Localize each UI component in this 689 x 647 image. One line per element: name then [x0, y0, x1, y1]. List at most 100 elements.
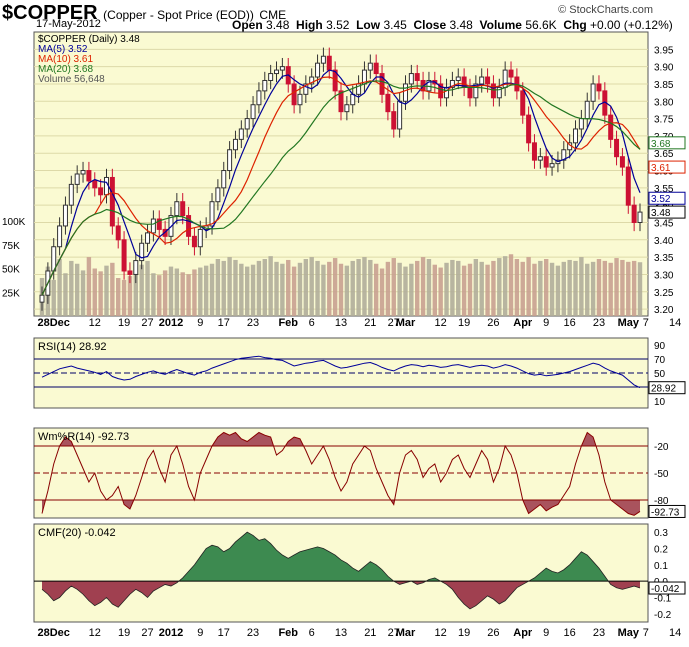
candle-body [496, 86, 502, 99]
wr-title: Wm%R(14) -92.73 [38, 431, 129, 443]
volume-bar [415, 260, 420, 316]
rsi-line [41, 355, 641, 389]
symbol-label: $COPPER [2, 2, 98, 24]
candle-body [121, 239, 127, 272]
price-legend-item: MA(20) 3.68 [38, 64, 93, 75]
x-tick-label: 16 [564, 317, 576, 329]
volume-bar [110, 262, 115, 316]
volume-bar [297, 262, 303, 316]
volume-bar [473, 259, 479, 316]
cmf-negative-fill [42, 581, 640, 609]
volume-bar [98, 271, 103, 316]
candle-body [397, 100, 403, 130]
candle-body [215, 187, 221, 203]
x-tick-label-bottom: Apr [513, 627, 533, 639]
candle-body [92, 180, 98, 189]
candle-body [373, 62, 379, 75]
x-tick-label: 17 [218, 317, 230, 329]
candle-body [391, 111, 397, 130]
volume-bar [461, 265, 467, 316]
candle-body [602, 90, 608, 116]
high-label: High [296, 18, 323, 32]
volume-bar [45, 266, 51, 316]
price-value-tag: 3.48 [651, 208, 671, 219]
volume-bar [121, 279, 127, 316]
volume-bar [579, 257, 584, 316]
rsi-ytick-label: 70 [654, 355, 666, 366]
candle-body [608, 114, 614, 140]
rsi-title: RSI(14) 28.92 [38, 341, 106, 353]
price-ytick-label: 3.55 [654, 184, 674, 195]
volume-bar [432, 264, 438, 316]
volume-bar [403, 266, 408, 316]
candle-body [490, 83, 496, 99]
cmf-ytick-label: 0.2 [654, 545, 668, 556]
price-value-tag: 3.61 [651, 163, 671, 174]
volume-bar [491, 260, 496, 316]
cmf-value-tag-box [648, 581, 686, 595]
x-tick-label: 7 [643, 317, 649, 329]
price-value-tag: 3.68 [651, 139, 671, 150]
candle-body [379, 73, 385, 95]
candle-body [150, 218, 156, 234]
wr-panel [33, 427, 649, 519]
x-tick-label: 12 [435, 317, 447, 329]
price-ytick-label: 3.30 [654, 270, 674, 281]
price-ytick-label: 3.75 [654, 115, 674, 126]
volume-bar [186, 274, 191, 316]
candle-body [420, 79, 426, 92]
candle-body [461, 76, 467, 88]
volume-bar [133, 268, 139, 316]
candle-body [86, 170, 92, 182]
x-tick-label-bottom: 23 [593, 627, 605, 639]
price-value-tag: 3.52 [651, 194, 671, 205]
volume-bar [444, 262, 449, 316]
volume-bar [39, 278, 45, 316]
x-tick-label: 28Dec [38, 317, 70, 329]
x-tick-label: Apr [513, 317, 533, 329]
price-ytick-label: 3.25 [654, 288, 674, 299]
x-tick-label-bottom: 27 [388, 627, 400, 639]
x-tick-label: 23 [593, 317, 605, 329]
candle-body [326, 55, 332, 71]
cmf-ytick-label: 0.3 [654, 528, 668, 539]
ma5-line [41, 69, 641, 296]
x-tick-label-bottom: 19 [458, 627, 470, 639]
x-tick-label-bottom: 19 [118, 627, 130, 639]
x-tick-label: 27 [141, 317, 153, 329]
x-tick-label-bottom: 7 [643, 627, 649, 639]
volume-bar [221, 260, 226, 316]
candle-body [414, 73, 420, 81]
chg-value: +0.00 (+0.12%) [590, 18, 673, 32]
candle-body [590, 83, 596, 102]
price-ytick-label: 3.65 [654, 149, 674, 160]
x-tick-label-bottom: 2012 [159, 627, 183, 639]
wr-oversold-fill [42, 500, 640, 516]
volume-bar [157, 275, 162, 316]
cmf-title: CMF(20) -0.042 [38, 527, 116, 539]
volume-bar [391, 258, 396, 316]
candle-body [297, 93, 303, 106]
low-label: Low [356, 18, 381, 32]
volume-bar [467, 263, 473, 316]
x-tick-label-bottom: Mar [396, 627, 416, 639]
volume-bar [637, 262, 643, 316]
volume-tick-label: 25K [2, 288, 20, 299]
price-ytick-label: 3.40 [654, 236, 674, 247]
candle-body [197, 228, 203, 248]
price-ytick-label: 3.80 [654, 97, 674, 108]
volume-bar [63, 273, 68, 316]
x-tick-label-bottom: 9 [197, 627, 203, 639]
volume-bar [626, 261, 631, 316]
candle-body [62, 204, 68, 227]
x-tick-label: May [618, 317, 640, 329]
candle-body [356, 83, 362, 95]
candle-body [244, 118, 250, 130]
candle-body [209, 201, 215, 227]
rsi-panel [33, 337, 649, 409]
volume-bar [250, 264, 256, 316]
rsi-value-tag: 28.92 [651, 384, 676, 395]
price-value-tag-box [648, 160, 686, 174]
volume-label: Volume [479, 18, 522, 32]
volume-tick-label: 50K [2, 265, 20, 276]
